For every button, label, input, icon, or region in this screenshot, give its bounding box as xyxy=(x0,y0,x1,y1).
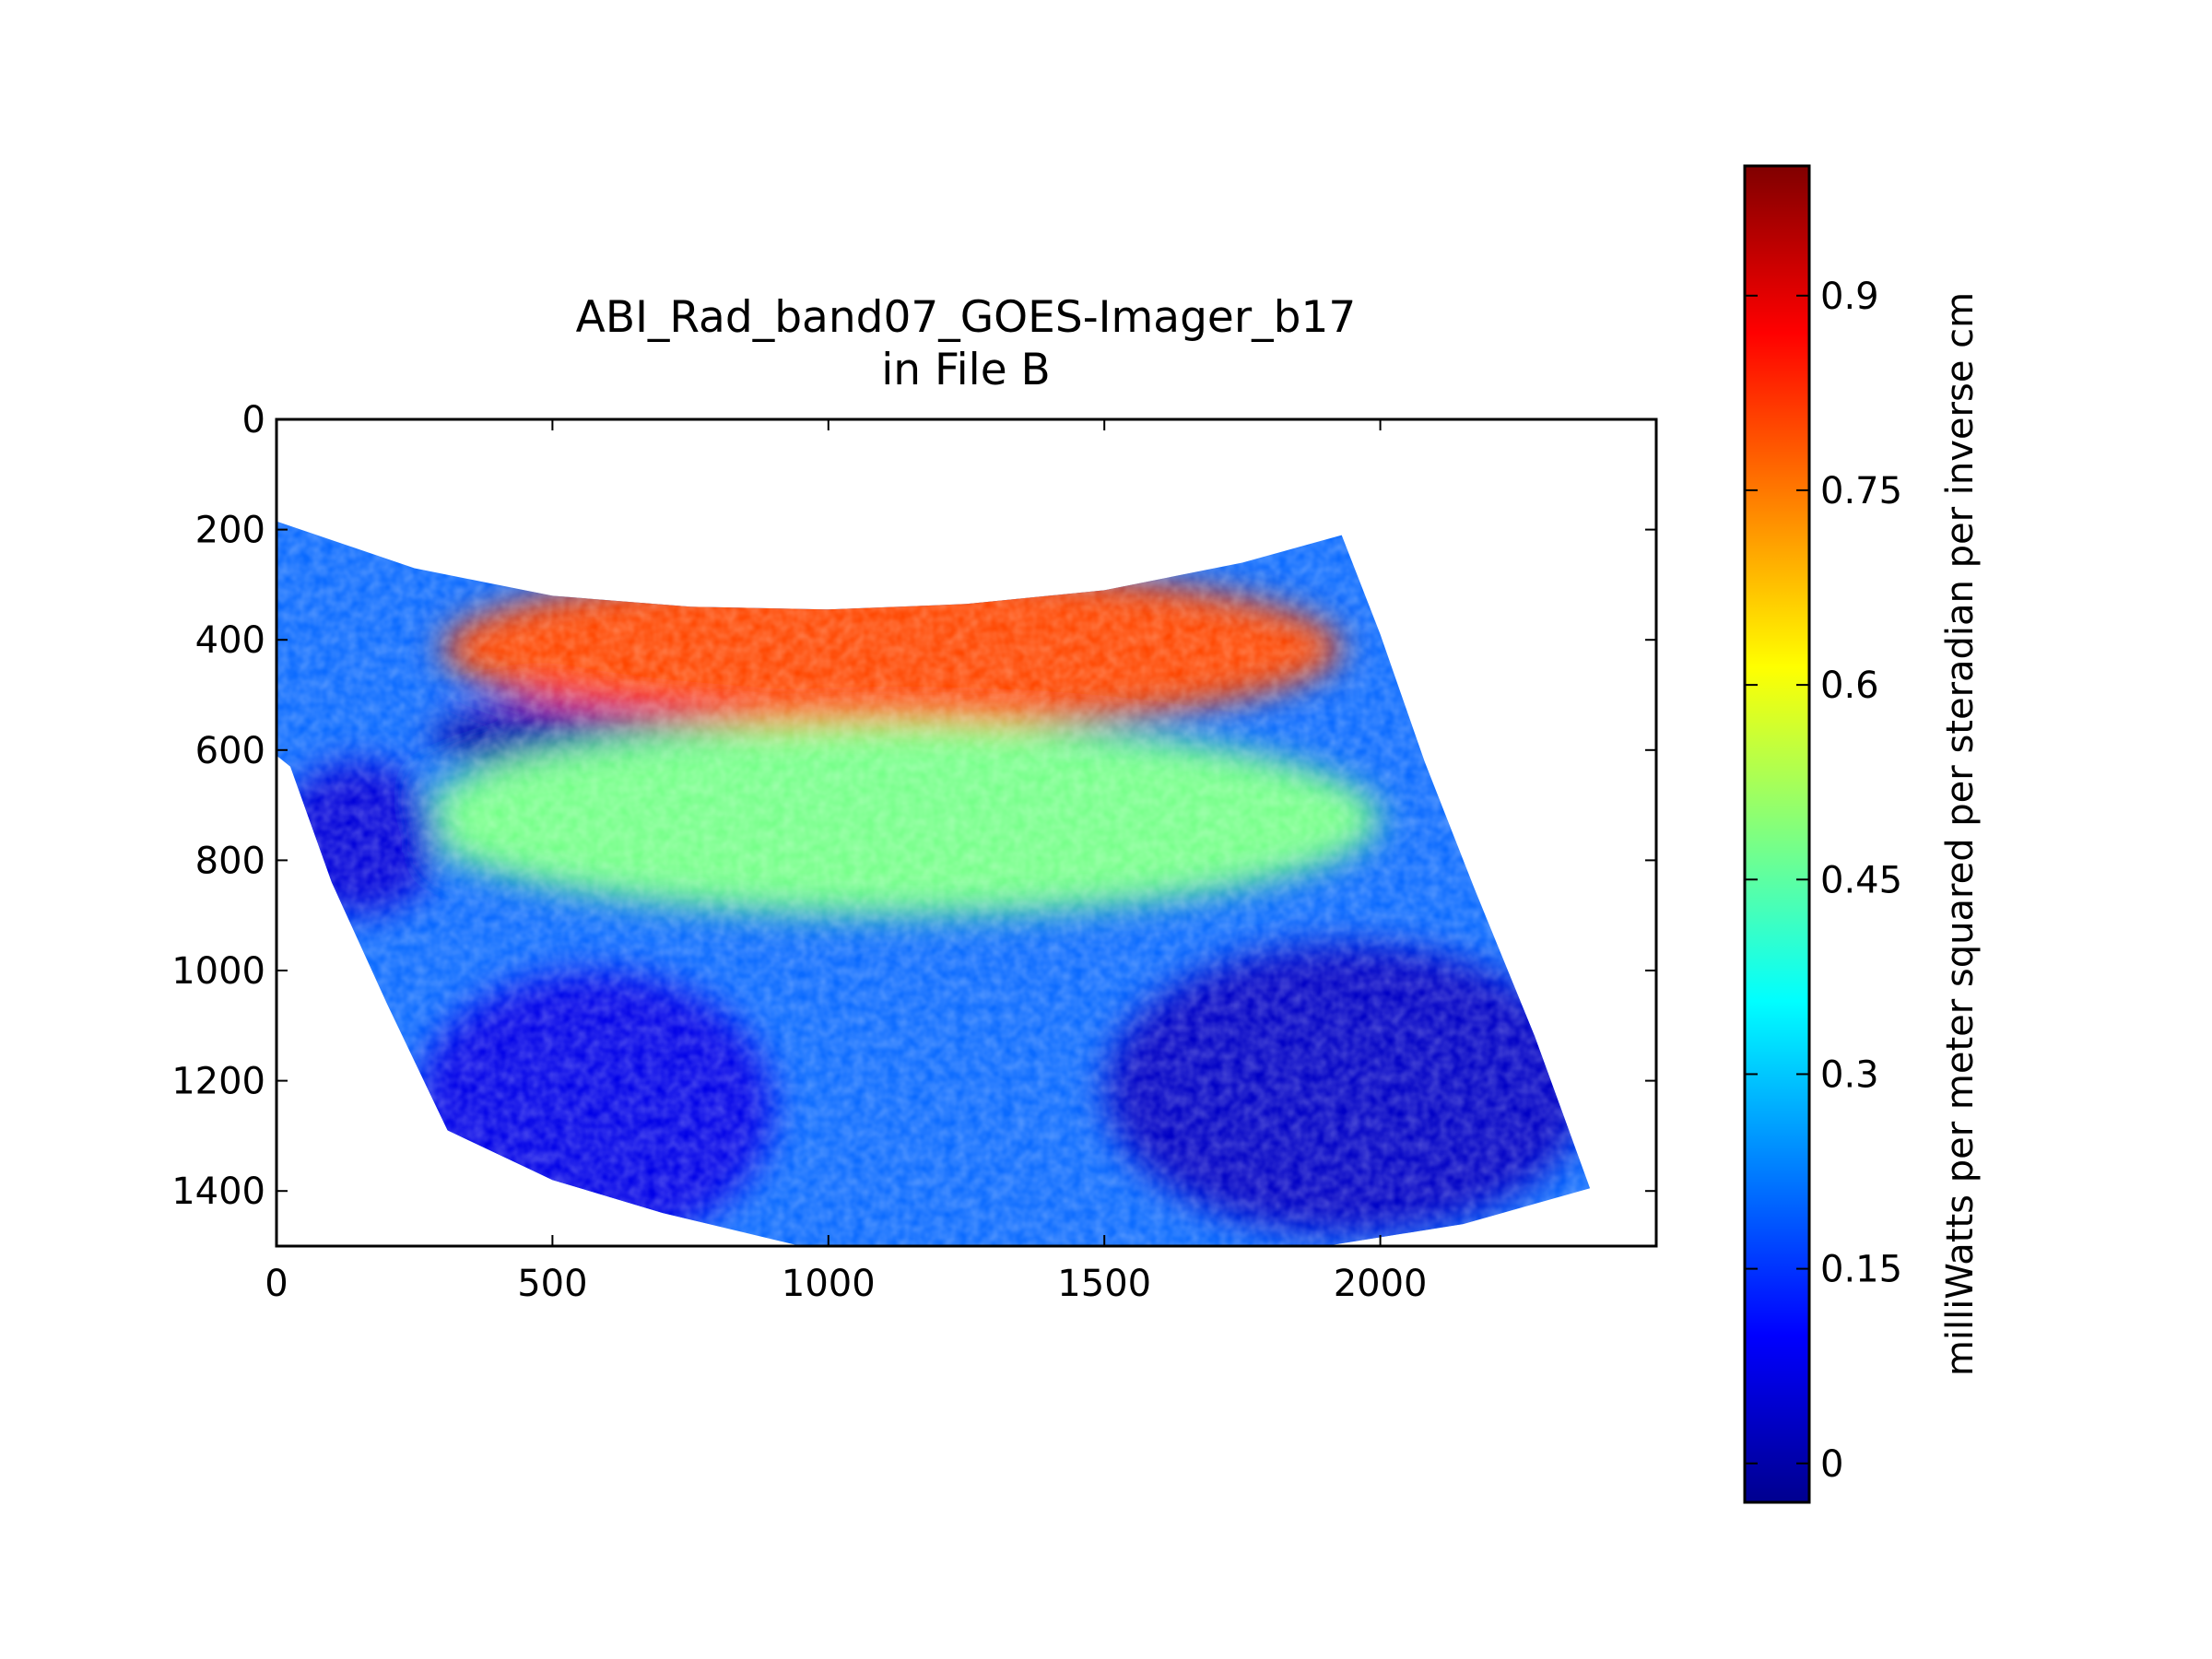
plot-frame xyxy=(275,418,1658,1248)
y-tick-label: 200 xyxy=(195,510,265,552)
cloud-texture xyxy=(276,521,1591,1246)
x-tick-label: 0 xyxy=(265,1263,288,1305)
y-tick-label: 400 xyxy=(195,619,265,662)
chart-title-line-1: ABI_Rad_band07_GOES-Imager_b17 xyxy=(576,292,1357,343)
x-tick-label: 500 xyxy=(517,1263,587,1305)
colorbar-tick-label: 0.75 xyxy=(1820,470,1902,512)
colorbar-tick-label: 0.6 xyxy=(1820,665,1879,707)
colorbar-axis: 0 0.15 0.3 0.45 0.6 0.75 0.9 xyxy=(1745,276,1902,1486)
x-tick-label: 1000 xyxy=(782,1263,876,1305)
y-tick-label: 1000 xyxy=(171,950,265,993)
colorbar-tick-label: 0.9 xyxy=(1820,276,1879,318)
y-tick-label: 0 xyxy=(242,399,265,441)
y-tick-label: 800 xyxy=(195,840,265,882)
y-tick-label: 1200 xyxy=(171,1061,265,1103)
colorbar-tick-label: 0.45 xyxy=(1820,859,1902,901)
chart-title-line-2: in File B xyxy=(881,345,1051,395)
colorbar-label: milliWatts per meter squared per steradi… xyxy=(1939,292,1982,1376)
x-tick-label: 2000 xyxy=(1334,1263,1428,1305)
y-tick-label: 600 xyxy=(195,730,265,772)
x-axis: 0 500 1000 1500 2000 xyxy=(265,419,1427,1305)
x-tick-label: 1500 xyxy=(1057,1263,1151,1305)
plot-area xyxy=(276,419,1656,1246)
y-axis: 0 200 400 600 800 1000 1200 1400 xyxy=(171,399,1656,1213)
colorbar-tick-label: 0 xyxy=(1820,1443,1843,1486)
colorbar-tick-label: 0.15 xyxy=(1820,1249,1902,1291)
colorbar xyxy=(1743,164,1811,1504)
colorbar-tick-label: 0.3 xyxy=(1820,1053,1879,1096)
y-tick-label: 1400 xyxy=(171,1171,265,1213)
